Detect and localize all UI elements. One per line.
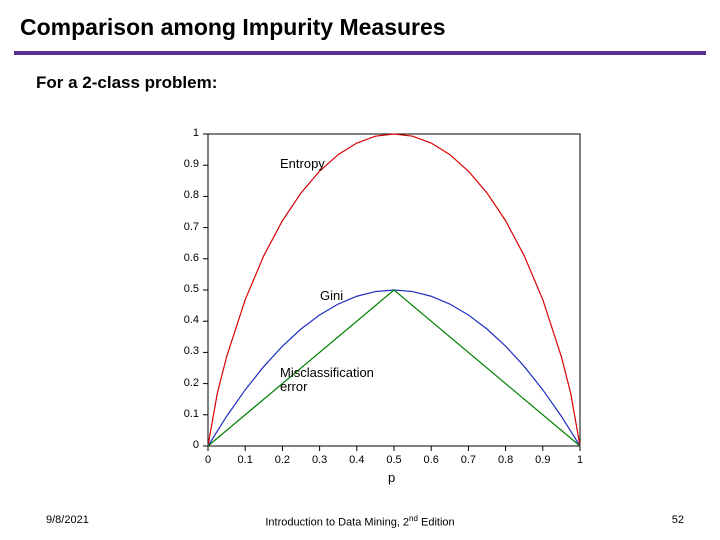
y-tick-label: 0.5 — [169, 283, 199, 295]
x-tick-label: 0.2 — [267, 454, 297, 466]
footer-center-sup: nd — [409, 514, 418, 523]
x-axis-label: p — [388, 470, 395, 485]
footer-center-post: Edition — [418, 517, 455, 529]
y-tick-label: 0.1 — [169, 408, 199, 420]
y-tick-label: 0.8 — [169, 189, 199, 201]
x-tick-label: 0.6 — [416, 454, 446, 466]
footer-center-pre: Introduction to Data Mining, 2 — [265, 517, 409, 529]
x-tick-label: 0.5 — [379, 454, 409, 466]
y-tick-label: 0.2 — [169, 377, 199, 389]
entropy-label: Entropy — [280, 156, 325, 171]
y-tick-label: 0.9 — [169, 158, 199, 170]
footer-page: 52 — [672, 514, 684, 526]
gini-label: Gini — [320, 288, 343, 303]
y-tick-label: 0.4 — [169, 314, 199, 326]
footer-center: Introduction to Data Mining, 2nd Edition — [0, 514, 720, 529]
impurity-chart: 0 0.1 0.2 0.3 0.4 0.5 0.6 0.7 0.8 0.9 1 0 0.1 0.2 0.3… — [160, 128, 600, 488]
misclass-label: Misclassification error — [280, 366, 374, 395]
chart-svg — [160, 128, 600, 488]
x-tick-label: 0.1 — [230, 454, 260, 466]
footer: 9/8/2021 Introduction to Data Mining, 2n… — [0, 514, 720, 532]
y-tick-label: 0.3 — [169, 345, 199, 357]
x-tick-label: 0.8 — [491, 454, 521, 466]
y-tick-label: 0.6 — [169, 252, 199, 264]
misclass-label-line2: error — [280, 379, 307, 394]
misclass-label-line1: Misclassification — [280, 365, 374, 380]
x-tick-label: 0.9 — [528, 454, 558, 466]
x-tick-label: 0.3 — [305, 454, 335, 466]
subtitle: For a 2-class problem: — [0, 55, 720, 93]
y-tick-label: 1 — [169, 127, 199, 139]
y-tick-label: 0 — [169, 439, 199, 451]
x-tick-label: 0 — [193, 454, 223, 466]
x-tick-label: 0.7 — [453, 454, 483, 466]
y-tick-label: 0.7 — [169, 221, 199, 233]
x-tick-label: 1 — [565, 454, 595, 466]
page-title: Comparison among Impurity Measures — [0, 0, 720, 45]
x-tick-label: 0.4 — [342, 454, 372, 466]
